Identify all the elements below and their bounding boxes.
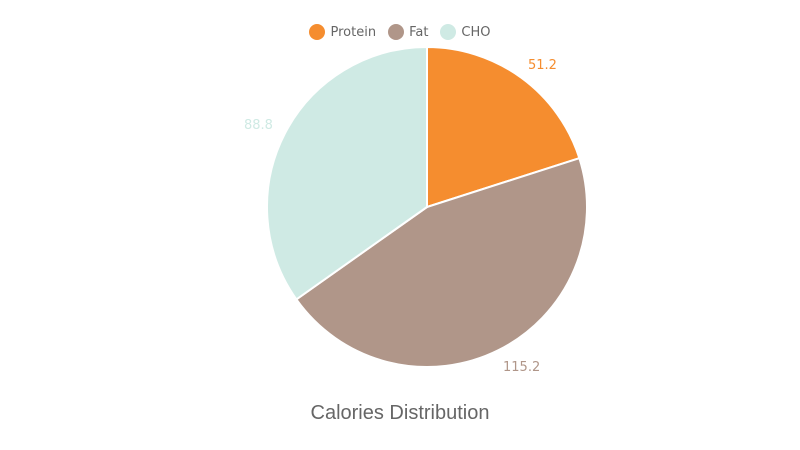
pie-slice-protein[interactable] xyxy=(426,45,581,209)
chart-title: Calories Distribution xyxy=(310,402,490,424)
pie-slice-cho[interactable] xyxy=(266,45,428,301)
legend-label: Fat xyxy=(409,24,429,40)
legend-marker-icon xyxy=(309,24,326,40)
chart-legend: Protein Fat CHO xyxy=(0,24,800,40)
legend-label: Protein xyxy=(330,24,377,40)
data-label-cho: 88.8 xyxy=(244,118,273,133)
data-label-protein: 51.2 xyxy=(528,58,557,73)
data-label-fat: 115.2 xyxy=(503,360,541,375)
legend-item-fat[interactable]: Fat xyxy=(388,24,428,40)
legend-marker-icon xyxy=(388,24,405,40)
legend-item-cho[interactable]: CHO xyxy=(440,24,491,40)
legend-label: CHO xyxy=(461,24,491,40)
legend-item-protein[interactable]: Protein xyxy=(309,24,376,40)
legend-marker-icon xyxy=(440,24,457,40)
pie-slice-fat[interactable] xyxy=(294,156,588,368)
